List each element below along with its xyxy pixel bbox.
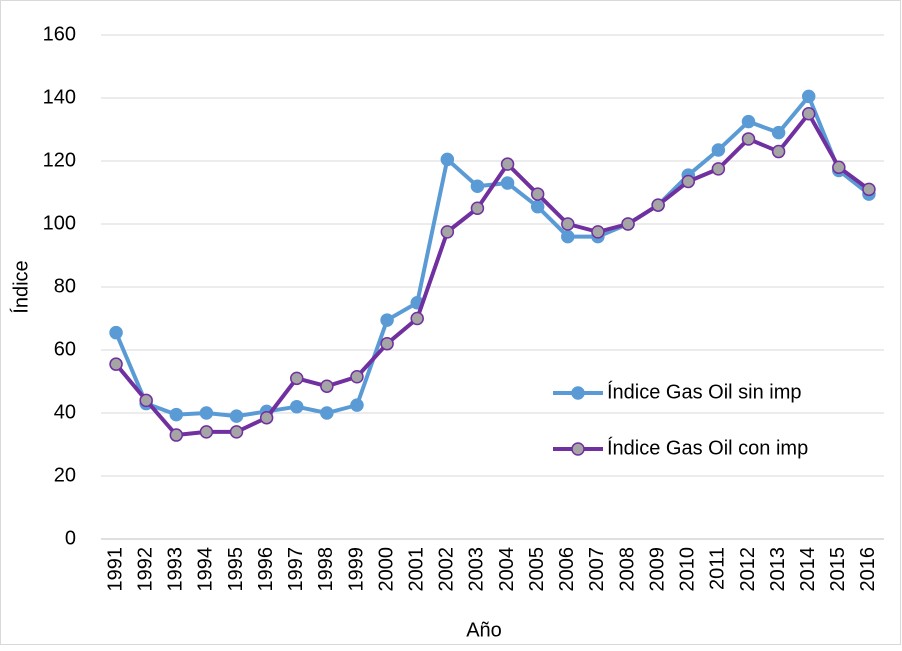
marker <box>320 406 334 420</box>
legend-label: Índice Gas Oil con imp <box>607 436 808 459</box>
x-tick-label: 2004 <box>496 547 518 592</box>
y-tick-label: 20 <box>54 464 76 486</box>
y-tick-label: 0 <box>65 527 76 549</box>
x-tick-label: 2016 <box>857 547 879 592</box>
x-tick-label: 2001 <box>405 547 427 592</box>
x-tick-label: 2013 <box>767 547 789 592</box>
marker <box>681 174 695 189</box>
x-tick-label: 2006 <box>556 547 578 592</box>
x-tick-label: 2010 <box>677 547 699 592</box>
y-tick-label: 100 <box>43 212 76 234</box>
y-tick-label: 40 <box>54 401 76 423</box>
marker <box>290 399 304 414</box>
legend-marker <box>571 386 585 400</box>
y-tick-label: 120 <box>43 149 76 171</box>
marker <box>470 201 485 215</box>
legend-label: Índice Gas Oil sin imp <box>607 380 802 403</box>
marker <box>380 313 394 327</box>
marker <box>862 182 876 197</box>
marker <box>169 407 184 422</box>
marker <box>591 225 605 239</box>
marker <box>832 160 846 175</box>
x-tick-label: 1992 <box>134 547 156 592</box>
x-tick-label: 1995 <box>225 547 247 592</box>
marker <box>711 143 726 157</box>
marker <box>109 357 123 371</box>
marker <box>621 217 635 231</box>
y-tick-label: 160 <box>43 23 76 45</box>
marker <box>229 409 244 423</box>
x-tick-label: 2011 <box>707 547 729 590</box>
marker <box>771 125 786 140</box>
marker <box>290 371 304 386</box>
marker <box>651 198 665 212</box>
marker <box>229 425 244 439</box>
marker <box>259 410 274 425</box>
x-tick-label: 1998 <box>315 547 337 592</box>
y-tick-label: 60 <box>54 338 76 360</box>
x-axis-label: Año <box>466 619 502 641</box>
marker <box>500 157 515 171</box>
marker <box>380 336 394 351</box>
marker <box>801 89 816 104</box>
y-axis-label: Índice <box>9 260 32 313</box>
x-tick-label: 1996 <box>255 547 277 592</box>
x-tick-label: 2007 <box>586 547 608 592</box>
marker <box>350 370 364 384</box>
x-tick-label: 1993 <box>165 547 187 592</box>
x-tick-label: 2003 <box>466 547 488 592</box>
marker <box>109 325 123 340</box>
x-tick-label: 2015 <box>827 547 849 592</box>
x-tick-label: 2009 <box>646 547 668 592</box>
x-tick-label: 2012 <box>737 547 759 592</box>
marker <box>530 187 545 201</box>
x-tick-label: 1997 <box>285 547 307 592</box>
x-tick-label: 2005 <box>526 547 548 592</box>
x-tick-label: 1999 <box>345 547 367 592</box>
marker <box>440 225 455 239</box>
marker <box>500 176 515 190</box>
x-tick-label: 2014 <box>797 547 819 592</box>
marker <box>741 114 756 129</box>
marker <box>741 132 756 146</box>
marker <box>410 311 424 326</box>
x-tick-label: 1994 <box>195 547 217 592</box>
x-tick-label: 2000 <box>375 547 397 592</box>
marker <box>771 144 786 159</box>
marker <box>711 162 726 176</box>
x-tick-label: 2008 <box>616 547 638 592</box>
marker <box>530 199 545 214</box>
marker <box>199 425 214 439</box>
marker <box>139 393 153 408</box>
marker <box>350 398 364 412</box>
marker <box>169 428 184 442</box>
marker <box>470 179 485 193</box>
marker <box>561 217 575 231</box>
marker <box>801 107 816 121</box>
x-tick-label: 1991 <box>104 547 126 592</box>
marker <box>561 229 575 244</box>
y-tick-label: 80 <box>54 275 76 297</box>
x-tick-label: 2002 <box>436 547 458 592</box>
legend-marker <box>571 442 585 456</box>
marker <box>320 379 334 393</box>
marker <box>440 152 455 167</box>
marker <box>199 406 214 420</box>
y-tick-label: 140 <box>43 86 76 108</box>
